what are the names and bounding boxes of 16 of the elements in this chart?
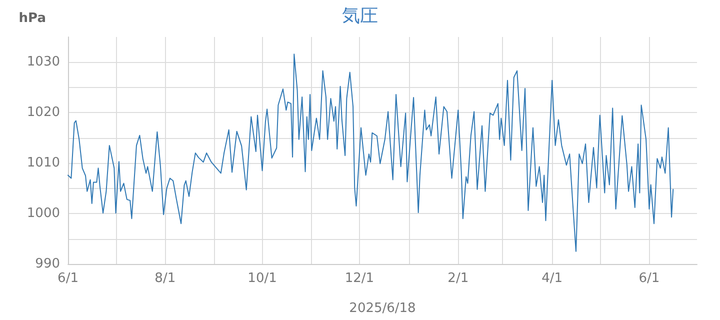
y-tick-label: 990 [35,256,60,272]
chart-title: 気圧 [342,6,378,26]
x-axis-title: 2025/6/18 [349,301,416,316]
x-tick-label: 8/1 [154,271,176,286]
y-axis-title: hPa [18,11,46,26]
x-tick-label: 10/1 [248,271,277,286]
x-tick-label: 6/1 [58,271,78,286]
x-tick-label: 6/1 [638,271,660,286]
x-tick-label: 2/1 [448,271,469,286]
y-tick-label: 1020 [26,105,60,120]
y-tick-label: 1010 [26,156,60,171]
x-tick-label: 4/1 [542,271,563,286]
y-tick-label: 1030 [26,54,60,70]
y-tick-label: 1000 [26,206,60,222]
line-series [68,54,674,252]
x-tick-label: 12/1 [344,271,374,286]
